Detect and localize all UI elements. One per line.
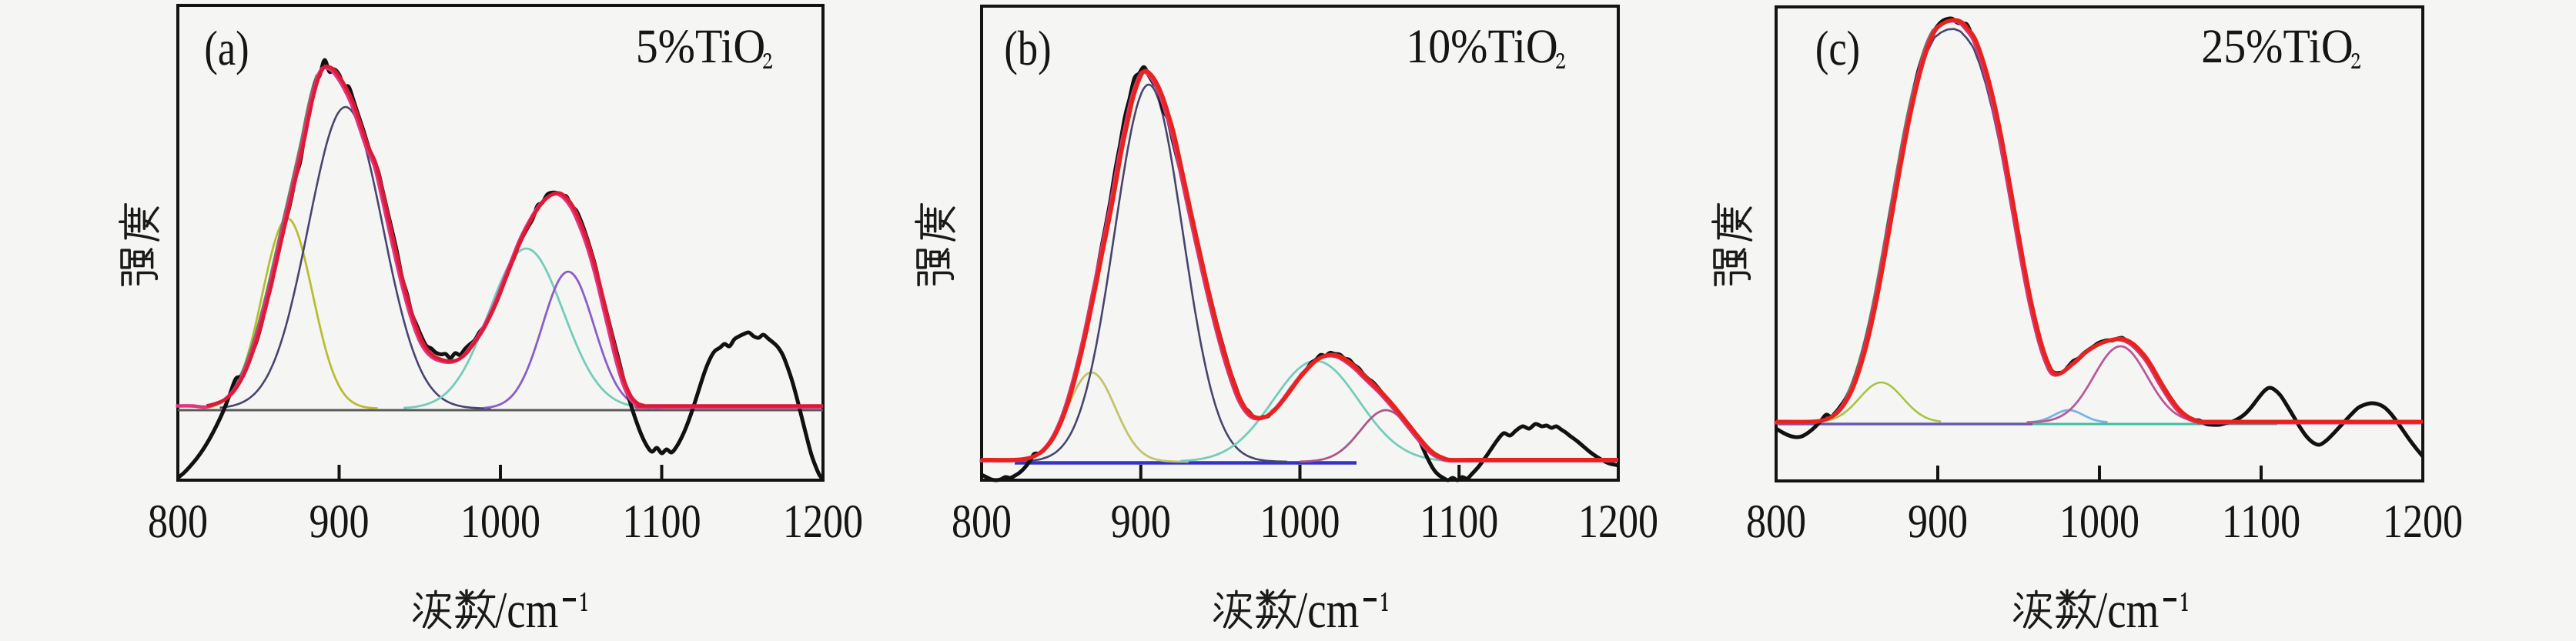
svg-text:1100: 1100 (1420, 496, 1498, 548)
svg-text:1200: 1200 (783, 496, 863, 548)
svg-text:25%TiO: 25%TiO (2201, 19, 2354, 73)
svg-text:1000: 1000 (1260, 496, 1340, 548)
svg-text:(a): (a) (204, 21, 249, 75)
svg-text:800: 800 (148, 496, 208, 548)
svg-text:900: 900 (309, 496, 369, 548)
svg-text:800: 800 (1746, 496, 1806, 548)
svg-text:900: 900 (1908, 496, 1968, 548)
svg-text:900: 900 (1111, 496, 1171, 548)
svg-text:5%TiO: 5%TiO (636, 19, 766, 73)
svg-text:1100: 1100 (622, 496, 701, 548)
svg-text:1200: 1200 (2383, 496, 2463, 548)
svg-text:10%TiO: 10%TiO (1406, 19, 1558, 73)
svg-text:/cm: /cm (495, 582, 558, 637)
svg-text:/cm: /cm (2096, 582, 2159, 637)
svg-text:1000: 1000 (460, 496, 540, 548)
svg-text:1000: 1000 (2059, 496, 2139, 548)
svg-text:1200: 1200 (1578, 496, 1658, 548)
svg-text:(c): (c) (1815, 21, 1860, 75)
svg-text:(b): (b) (1004, 21, 1051, 75)
svg-text:/cm: /cm (1296, 582, 1359, 637)
svg-text:800: 800 (952, 496, 1012, 548)
svg-text:1100: 1100 (2222, 496, 2300, 548)
